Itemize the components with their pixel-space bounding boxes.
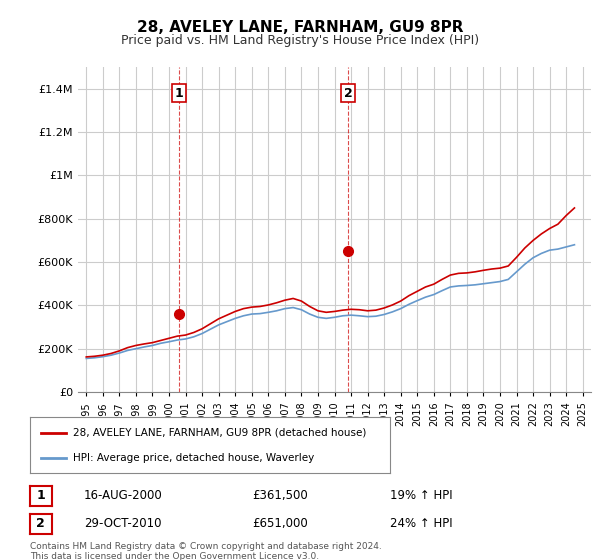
Text: 28, AVELEY LANE, FARNHAM, GU9 8PR: 28, AVELEY LANE, FARNHAM, GU9 8PR — [137, 20, 463, 35]
Text: 1: 1 — [175, 87, 184, 100]
Text: 2: 2 — [37, 517, 45, 530]
Text: 1: 1 — [37, 489, 45, 502]
Text: £361,500: £361,500 — [252, 489, 308, 502]
Text: 19% ↑ HPI: 19% ↑ HPI — [390, 489, 452, 502]
Text: 2: 2 — [344, 87, 353, 100]
Text: 28, AVELEY LANE, FARNHAM, GU9 8PR (detached house): 28, AVELEY LANE, FARNHAM, GU9 8PR (detac… — [73, 428, 367, 438]
Text: Contains HM Land Registry data © Crown copyright and database right 2024.
This d: Contains HM Land Registry data © Crown c… — [30, 542, 382, 560]
Text: HPI: Average price, detached house, Waverley: HPI: Average price, detached house, Wave… — [73, 452, 314, 463]
Text: £651,000: £651,000 — [252, 517, 308, 530]
Text: 29-OCT-2010: 29-OCT-2010 — [84, 517, 161, 530]
Text: 16-AUG-2000: 16-AUG-2000 — [84, 489, 163, 502]
Text: Price paid vs. HM Land Registry's House Price Index (HPI): Price paid vs. HM Land Registry's House … — [121, 34, 479, 46]
Text: 24% ↑ HPI: 24% ↑ HPI — [390, 517, 452, 530]
